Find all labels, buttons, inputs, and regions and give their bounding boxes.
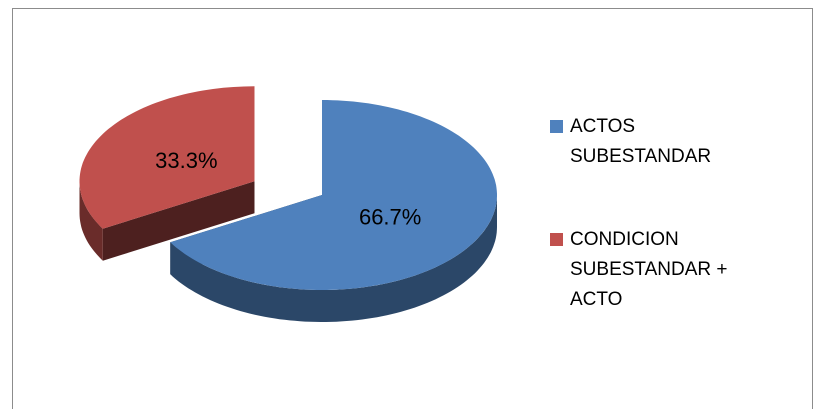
legend-label: CONDICION SUBESTANDAR + ACTO [570,229,728,310]
slice-side [170,195,498,322]
slice [170,100,498,290]
chart-frame [12,8,813,409]
legend-label: ACTOS SUBESTANDAR [570,116,712,167]
slice-label: 66.7% [359,204,421,229]
legend-item: ACTOS SUBESTANDAR [550,112,780,172]
slice [79,86,255,229]
slice-side [79,181,103,261]
legend-swatch [550,233,563,246]
legend-item: CONDICION SUBESTANDAR + ACTO [550,225,780,315]
legend-swatch [550,120,563,133]
slice-label: 33.3% [155,148,217,173]
slice-wall [102,181,255,261]
